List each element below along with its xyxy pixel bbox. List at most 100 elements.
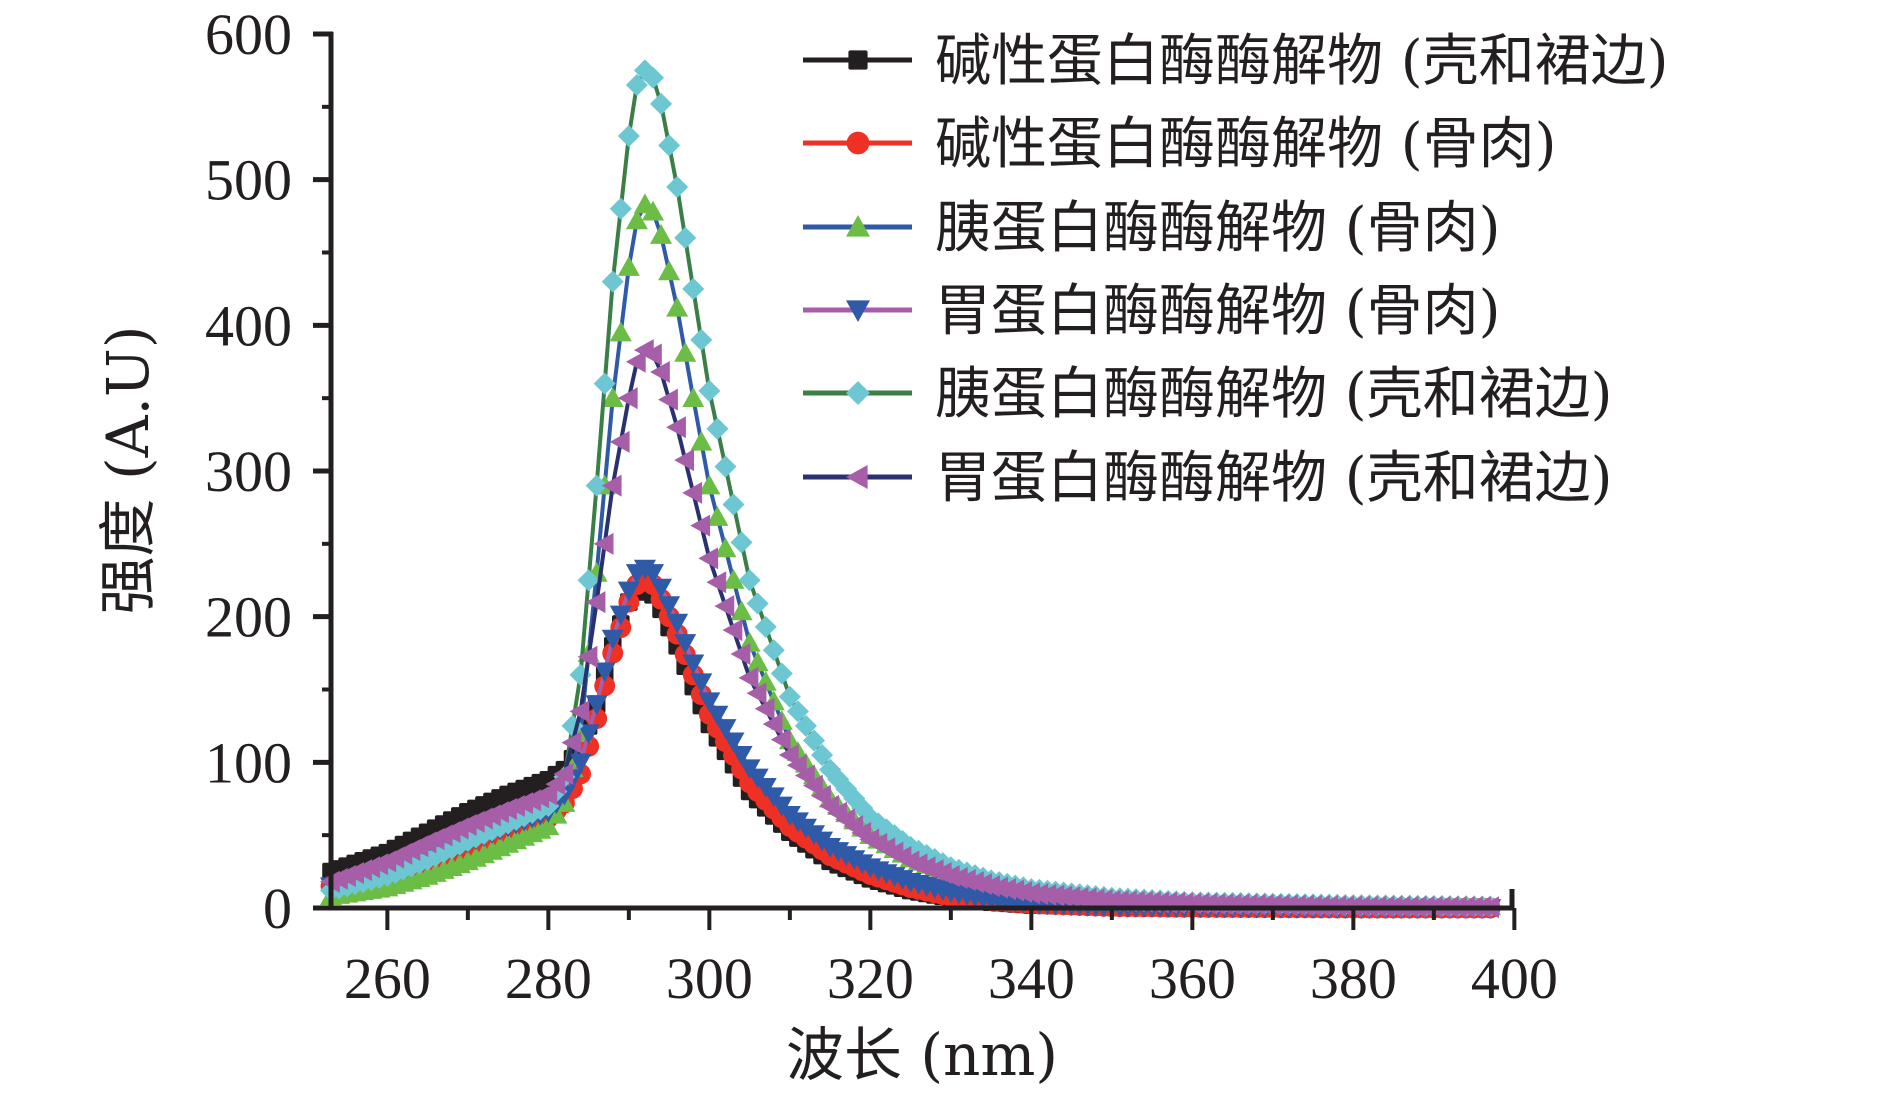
data-point xyxy=(666,175,689,198)
data-point xyxy=(698,379,721,402)
data-point xyxy=(690,673,713,694)
data-point xyxy=(778,685,801,708)
x-tick-label: 260 xyxy=(344,946,431,1011)
y-tick-label: 100 xyxy=(205,730,292,795)
legend-marker-icon xyxy=(846,465,868,489)
data-point xyxy=(682,277,705,300)
data-point xyxy=(577,724,600,745)
data-point xyxy=(730,600,753,621)
data-point xyxy=(625,350,646,373)
data-point xyxy=(601,387,624,407)
data-point xyxy=(625,209,648,230)
data-point xyxy=(722,493,745,516)
data-point xyxy=(722,732,745,753)
x-axis-title: 波长 (nm) xyxy=(786,1021,1058,1089)
data-point xyxy=(585,591,606,614)
data-point xyxy=(786,754,807,777)
y-ticks: 0 100 200 300 400 500 600 xyxy=(205,2,331,941)
legend-item: 碱性蛋白酶酶解物 (壳和裙边) xyxy=(803,29,1669,94)
legend-marker-icon xyxy=(846,131,870,155)
data-point xyxy=(545,773,566,796)
data-point xyxy=(650,360,670,383)
y-tick-label: 300 xyxy=(205,439,292,504)
legend-item: 胰蛋白酶酶解物 (骨肉) xyxy=(803,196,1501,261)
x-tick-label: 280 xyxy=(505,946,592,1011)
data-point xyxy=(650,578,673,599)
data-point xyxy=(722,619,743,642)
data-point xyxy=(690,514,711,537)
y-tick-label: 500 xyxy=(205,148,292,213)
data-point xyxy=(714,537,737,558)
data-point xyxy=(593,372,616,395)
legend-marker-icon xyxy=(846,300,870,322)
data-point xyxy=(650,92,673,115)
data-point xyxy=(690,328,713,351)
x-tick-label: 300 xyxy=(666,946,753,1011)
data-point xyxy=(674,634,697,654)
data-point xyxy=(593,662,616,683)
x-tick-label: 380 xyxy=(1310,946,1397,1011)
data-point xyxy=(666,416,686,439)
data-point xyxy=(730,642,751,665)
data-point xyxy=(609,605,632,626)
y-tick-label: 200 xyxy=(205,585,292,650)
data-point xyxy=(811,784,831,807)
data-point xyxy=(803,729,825,752)
data-point xyxy=(988,876,1008,899)
data-point xyxy=(674,449,694,472)
x-tick-label: 360 xyxy=(1149,946,1236,1011)
data-point xyxy=(746,651,769,672)
y-tick-label: 400 xyxy=(205,293,292,358)
data-point xyxy=(601,474,622,497)
data-point xyxy=(642,564,664,584)
data-point xyxy=(569,753,592,774)
data-point xyxy=(762,639,785,662)
data-point xyxy=(609,430,630,453)
data-point xyxy=(706,417,729,440)
data-point xyxy=(738,569,761,592)
data-point xyxy=(537,783,558,806)
data-point xyxy=(593,532,614,555)
data-point xyxy=(738,666,759,689)
data-point xyxy=(682,387,705,407)
legend: 碱性蛋白酶酶解物 (壳和裙边) 碱性蛋白酶酶解物 (骨肉) 胰蛋白酶酶解物 (骨肉)… xyxy=(803,29,1669,511)
data-point xyxy=(617,124,640,147)
data-point xyxy=(674,342,697,362)
data-point xyxy=(754,697,775,720)
data-point xyxy=(585,474,608,497)
y-tick-label: 600 xyxy=(205,2,292,67)
legend-item: 胃蛋白酶酶解物 (壳和裙边) xyxy=(803,446,1613,511)
y-tick-label: 0 xyxy=(263,876,292,941)
data-point xyxy=(746,592,769,615)
data-point xyxy=(706,571,727,594)
data-point xyxy=(658,596,681,617)
data-point xyxy=(980,875,1000,898)
data-point xyxy=(561,731,582,754)
data-point xyxy=(601,629,624,650)
data-point xyxy=(778,744,799,767)
legend-marker-icon xyxy=(846,215,870,237)
data-point xyxy=(811,744,834,767)
x-tick-label: 340 xyxy=(988,946,1075,1011)
axes: 0 100 200 300 400 500 600 260 280 300 320 340 360 38… xyxy=(205,2,1558,1011)
legend-label: 碱性蛋白酶酶解物 (壳和裙边) xyxy=(935,29,1669,94)
data-point xyxy=(714,595,735,618)
x-ticks: 260 280 300 320 340 360 380 400 xyxy=(344,908,1558,1011)
data-point xyxy=(658,134,681,157)
legend-label: 胃蛋白酶酶解物 (壳和裙边) xyxy=(935,446,1613,511)
data-point xyxy=(786,700,809,723)
data-point xyxy=(674,226,697,249)
data-point xyxy=(706,705,729,726)
legend-item: 胃蛋白酶酶解物 (骨肉) xyxy=(803,279,1501,344)
data-point xyxy=(996,878,1016,901)
data-point xyxy=(666,613,689,634)
data-point xyxy=(770,662,793,685)
data-point xyxy=(714,719,737,739)
y-axis-title: 强度 (A.U) xyxy=(94,326,162,615)
data-point xyxy=(617,581,640,602)
data-point xyxy=(617,387,638,410)
legend-label: 胰蛋白酶酶解物 (壳和裙边) xyxy=(935,362,1613,427)
data-point xyxy=(794,714,817,737)
data-point xyxy=(569,700,590,723)
